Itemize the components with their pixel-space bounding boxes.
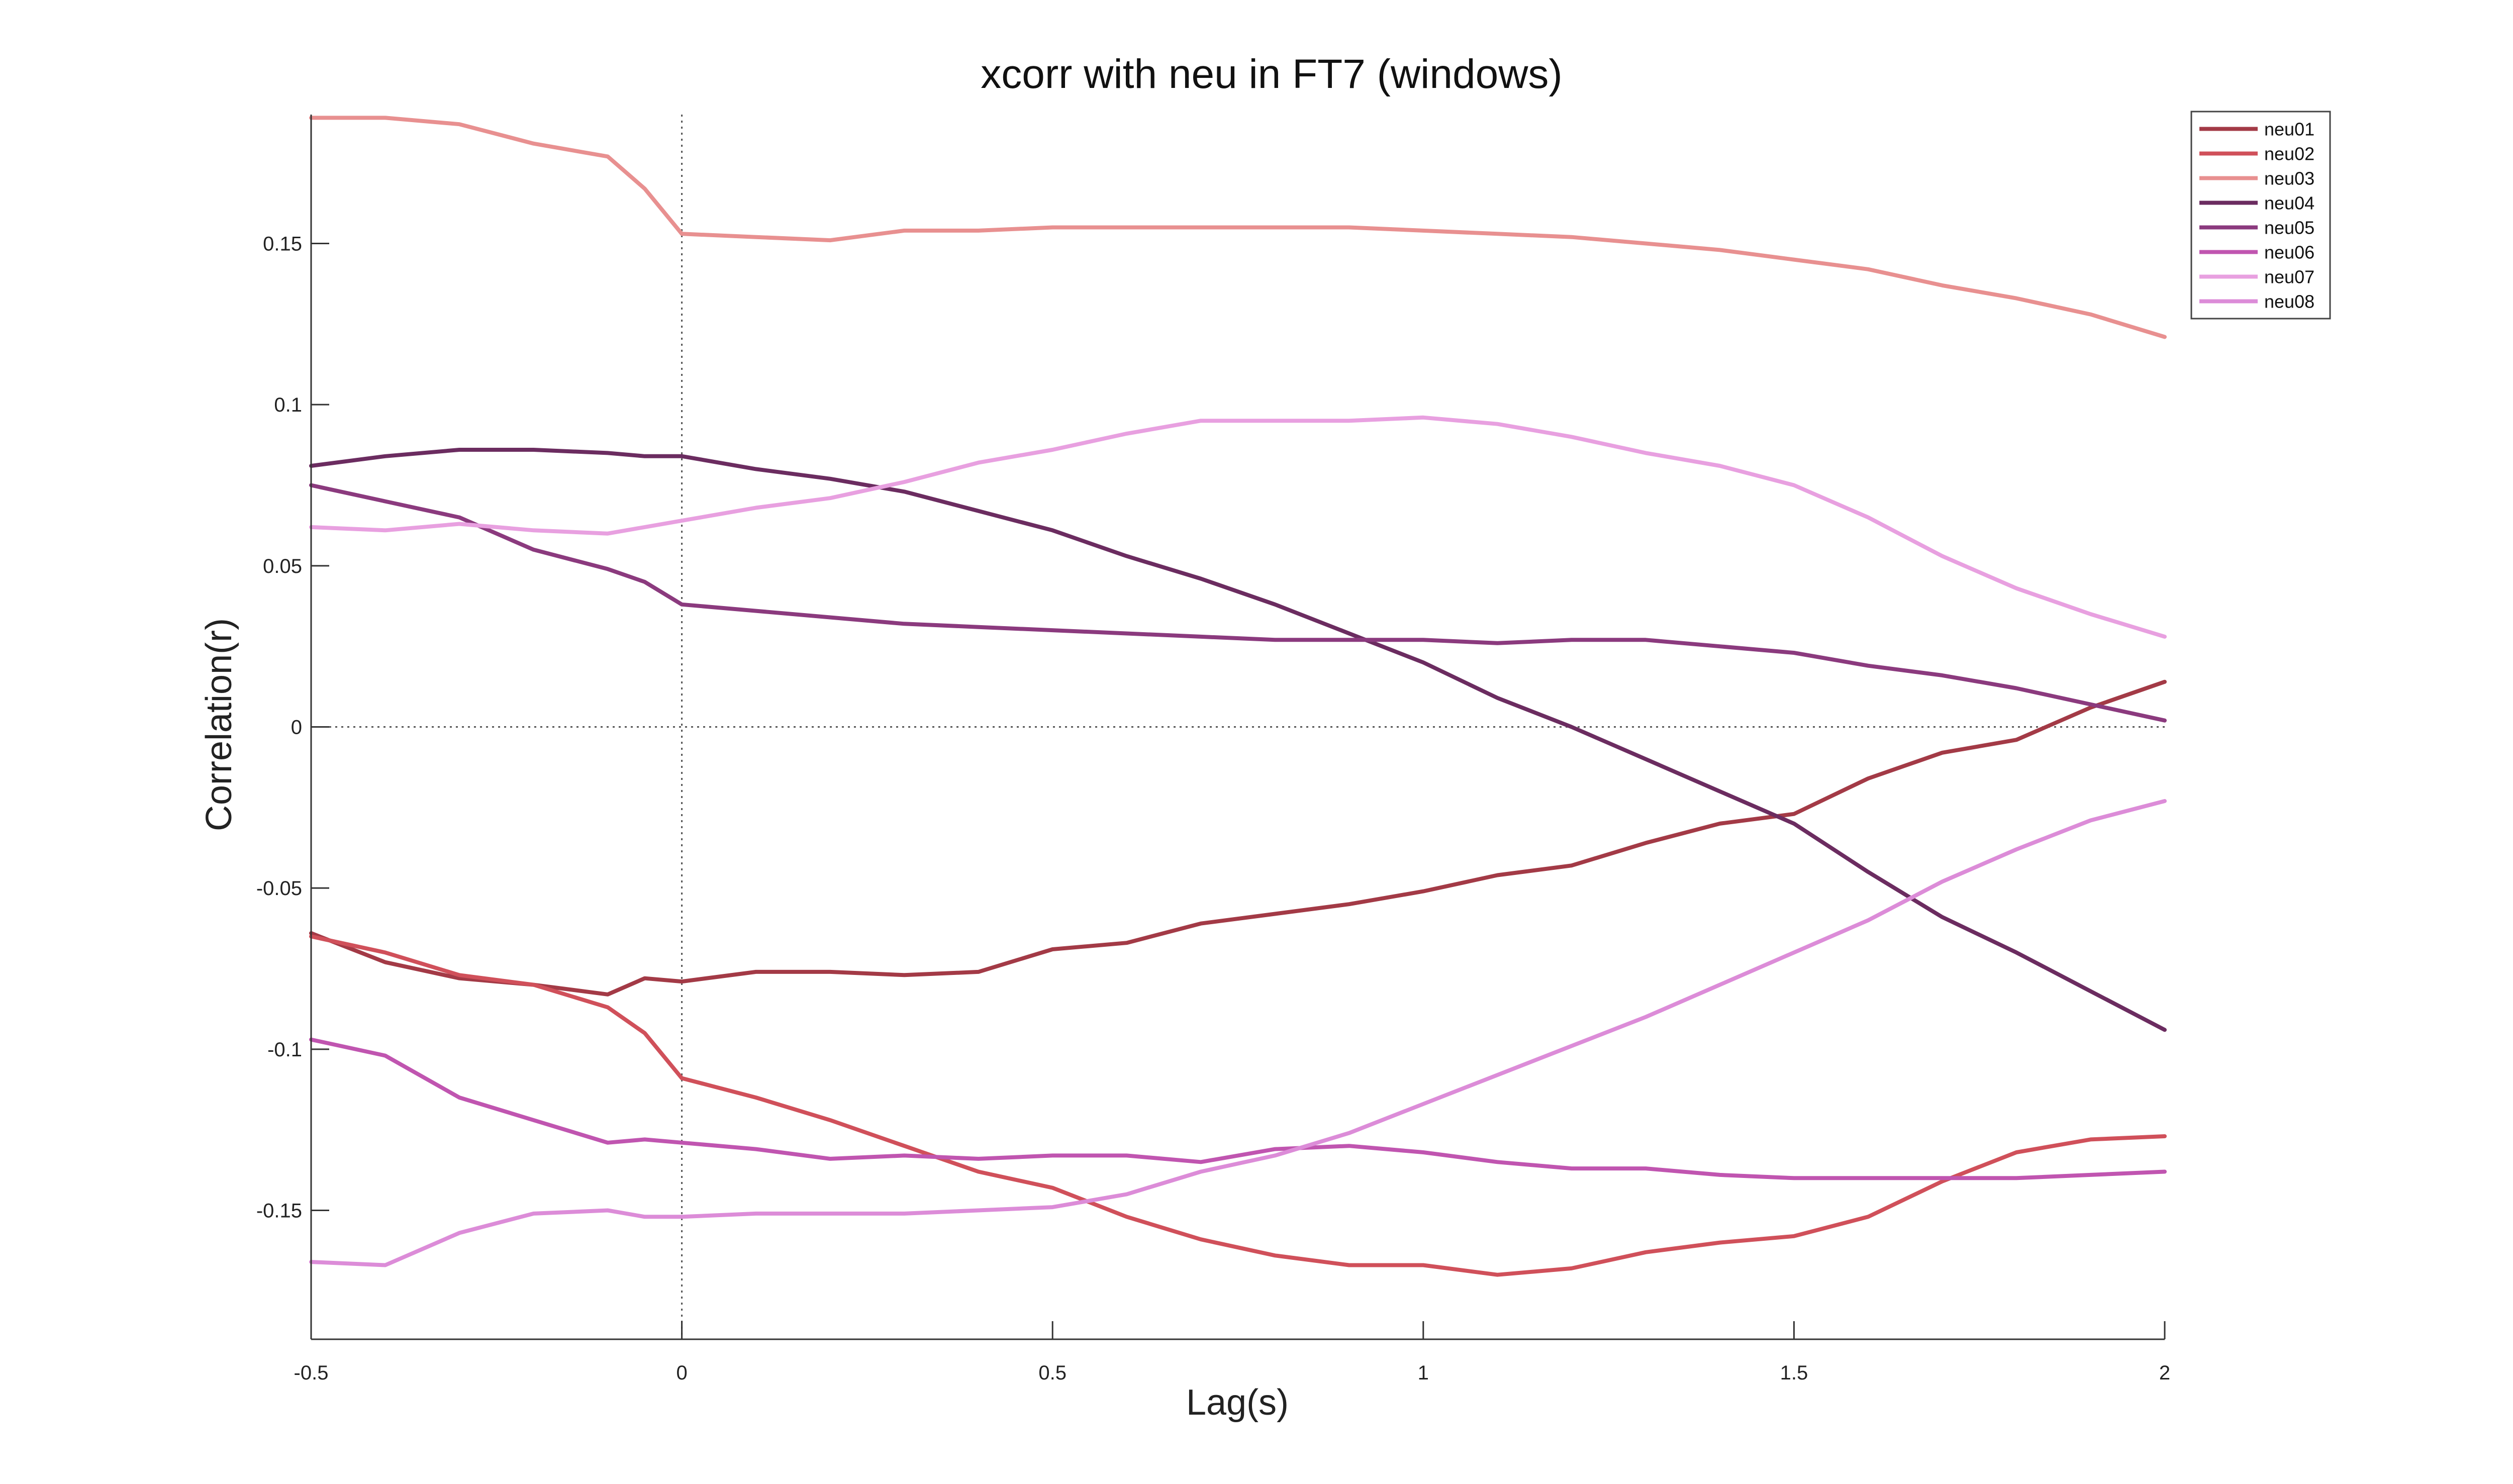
series-lines [309, 116, 2167, 1277]
y-tick-label: 0.05 [263, 555, 302, 577]
x-tick-label: 0 [676, 1362, 687, 1384]
y-tick-label: -0.05 [256, 877, 302, 900]
chart-title: xcorr with neu in FT7 (windows) [981, 51, 1562, 97]
series-line-neu07 [309, 415, 2167, 639]
x-tick-label: 0.5 [1038, 1362, 1067, 1384]
y-tick-label: -0.15 [256, 1200, 302, 1222]
series-line-neu02 [309, 934, 2167, 1277]
y-tick-label: 0.15 [263, 233, 302, 255]
legend-label-neu08: neu08 [2264, 291, 2314, 312]
x-axis-label: Lag(s) [1186, 1382, 1289, 1423]
series-line-neu05 [309, 483, 2167, 723]
y-tick-label: -0.1 [267, 1039, 302, 1061]
legend-label-neu02: neu02 [2264, 144, 2314, 164]
y-tick-label: 0 [291, 717, 302, 739]
series-line-neu03 [309, 116, 2167, 339]
legend-label-neu01: neu01 [2264, 119, 2314, 140]
legend: neu01 neu02 neu03 neu04 neu05 neu06 neu07 neu08 [2190, 111, 2331, 320]
legend-label-neu05: neu05 [2264, 218, 2314, 238]
series-line-neu01 [309, 679, 2167, 997]
x-axis-ticks: -0.5 0 0.5 1 1.5 2 [294, 1321, 2170, 1384]
y-tick-label: 0.1 [274, 394, 302, 416]
x-tick-label: -0.5 [294, 1362, 329, 1384]
x-tick-label: 1.5 [1780, 1362, 1808, 1384]
legend-label-neu03: neu03 [2264, 168, 2314, 189]
y-axis-label: Correlation(r) [199, 618, 239, 831]
reference-lines [311, 115, 2165, 1339]
legend-box [2190, 111, 2331, 320]
y-axis-ticks: -0.15 -0.1 -0.05 0 0.05 0.1 0.15 [256, 233, 329, 1222]
legend-label-neu04: neu04 [2264, 193, 2314, 214]
x-tick-label: 1 [1418, 1362, 1429, 1384]
x-tick-label: 2 [2159, 1362, 2170, 1384]
series-line-neu04 [309, 448, 2167, 1032]
legend-label-neu07: neu07 [2264, 267, 2314, 287]
series-line-neu08 [309, 799, 2167, 1267]
legend-label-neu06: neu06 [2264, 242, 2314, 263]
series-line-neu06 [309, 1037, 2167, 1180]
